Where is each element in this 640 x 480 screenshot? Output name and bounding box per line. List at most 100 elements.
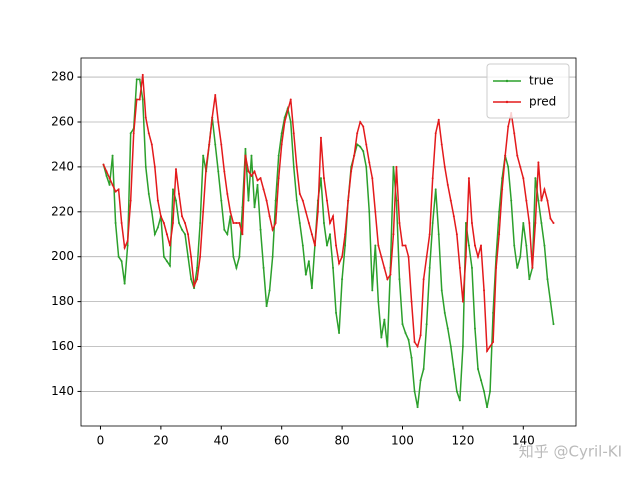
point [174,168,177,171]
point [392,233,395,236]
point [365,165,368,168]
point [338,332,341,335]
point [455,390,458,393]
point [250,154,253,157]
point [489,390,492,393]
point [401,244,404,247]
point [476,367,479,370]
point [350,170,353,173]
point [332,266,335,269]
point [510,199,513,202]
point [141,98,144,101]
point [232,222,235,225]
point [217,120,220,123]
point [467,177,470,180]
watermark: 知乎 @Cyril-KI [519,443,622,461]
point [329,222,332,225]
point [262,266,265,269]
y-tick-label: 140 [51,384,74,398]
y-tick-label: 180 [51,294,74,308]
point [332,215,335,218]
point [244,147,247,150]
point [126,239,129,242]
point [301,244,304,247]
legend: true pred [486,63,570,119]
point [259,228,262,231]
point [108,183,111,186]
point [531,266,534,269]
point [356,143,359,146]
point [440,143,443,146]
point [507,165,510,168]
point [552,323,555,326]
point [199,222,202,225]
point [546,199,549,202]
point [322,222,325,225]
point [495,266,498,269]
point [165,260,168,263]
point [458,266,461,269]
legend-box [486,63,570,119]
point [329,233,332,236]
point [135,98,138,101]
point [371,289,374,292]
point [310,287,313,290]
point [223,228,226,231]
point [416,345,419,348]
point [407,255,410,258]
point [395,165,398,168]
x-tick-label: 140 [512,434,535,448]
point [283,120,286,123]
point [519,165,522,168]
point [310,233,313,236]
point [117,255,120,258]
point [202,154,205,157]
point [247,199,250,202]
point [111,154,114,157]
point [214,94,217,97]
point [534,222,537,225]
point [425,323,428,326]
point [268,215,271,218]
point [368,210,371,213]
point [144,165,147,168]
point [325,199,328,202]
point [534,177,537,180]
point [552,222,555,225]
point [422,278,425,281]
point [540,199,543,202]
point [428,233,431,236]
point [522,177,525,180]
point [543,244,546,247]
point [256,183,259,186]
point [277,154,280,157]
legend-marker [505,100,509,104]
point [401,323,404,326]
point [386,345,389,348]
point [443,311,446,314]
point [147,192,150,195]
point [153,165,156,168]
point [162,255,165,258]
point [516,154,519,157]
point [480,379,483,382]
point [105,174,108,177]
point [319,136,322,139]
point [434,132,437,135]
point [135,78,138,81]
point [196,278,199,281]
point [171,222,174,225]
point [211,116,214,119]
point [319,177,322,180]
point [298,192,301,195]
point [434,188,437,191]
point [341,255,344,258]
point [156,199,159,202]
point [307,260,310,263]
point [537,199,540,202]
point [187,255,190,258]
point [220,199,223,202]
plot-frame [80,57,577,427]
point [480,244,483,247]
